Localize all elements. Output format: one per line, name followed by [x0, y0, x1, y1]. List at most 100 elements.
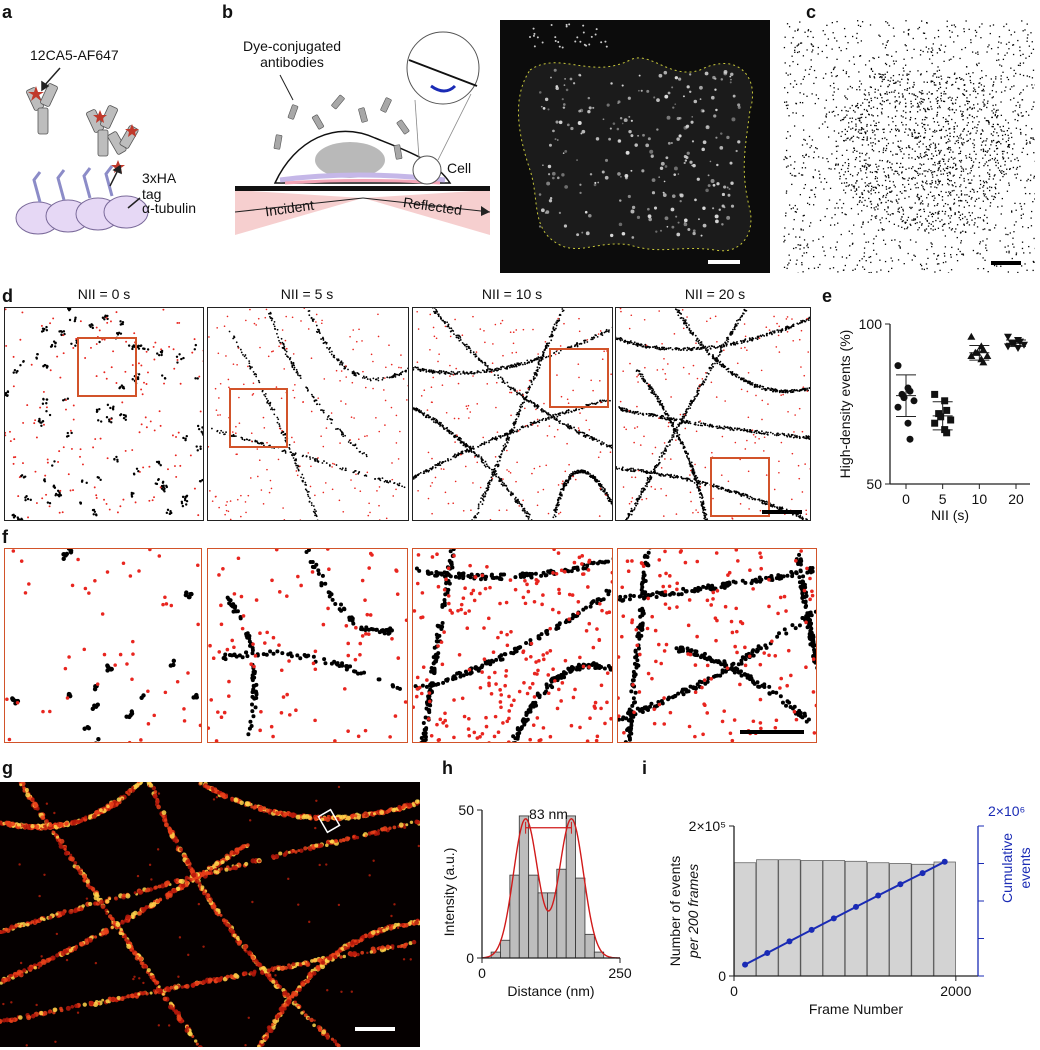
data-point [983, 352, 992, 359]
x-axis-label: NII (s) [931, 507, 969, 523]
events-bar [911, 863, 934, 977]
events-per-frame-chart: 0 2×10⁵ 2×10⁶ 0 2000 Frame Number Number of ev… [667, 803, 1033, 1017]
cumulative-point [764, 950, 771, 957]
super-resolution-image [0, 782, 420, 1047]
data-point [894, 403, 902, 411]
y-tick-label: 0 [466, 950, 474, 966]
panel-h-chart: 0 50 0 250 83 nm Distance (nm) Intensity (a.u.… [440, 790, 650, 1030]
filament-glow [0, 782, 420, 1047]
dye-antibodies-line-1: Dye-conjugated [243, 38, 342, 54]
histogram-bar [518, 815, 530, 959]
zoom-nii-0 [4, 548, 202, 743]
events-bar [867, 862, 890, 977]
panel-letter-g: g [2, 758, 13, 778]
scale-bar [355, 1027, 395, 1031]
y-tick-label: 50 [866, 476, 882, 492]
data-point [967, 352, 976, 359]
data-point [967, 332, 976, 340]
localization-points [208, 549, 407, 742]
nii-0-localizations [4, 307, 204, 521]
x-tick-label: 5 [939, 491, 947, 507]
x-axis-label: Distance (nm) [507, 983, 594, 999]
microtubule-reconstruction [0, 782, 420, 1047]
panel-letter-c: c [806, 2, 817, 22]
data-point [1020, 341, 1028, 349]
data-point [906, 387, 914, 395]
ha-tag-line-2: tag [142, 186, 162, 202]
density-points [783, 20, 1035, 273]
cumulative-point [875, 892, 882, 899]
data-point [1004, 333, 1012, 341]
nii-title-5: NII = 5 s [280, 286, 334, 302]
localization-points [413, 308, 612, 520]
panel-letter-a: a [2, 2, 13, 22]
zoom-nii-20-scatter [618, 549, 816, 742]
nii-title-20: NII = 20 s [684, 286, 746, 302]
x-tick-label: 2000 [940, 983, 971, 999]
scale-bar [991, 261, 1021, 265]
panel-b-schematic: Dye-conjugated antibodies Cell Incident … [234, 20, 495, 250]
x-tick-label: 0 [730, 983, 738, 999]
data-point [1010, 340, 1018, 348]
panel-letter-f: f [2, 527, 8, 547]
tubulin-label: α-tubulin [142, 200, 197, 216]
histogram-bar [537, 892, 548, 959]
zoom-nii-5-scatter [208, 549, 407, 742]
ha-tag-label: 3xHA tag [142, 170, 176, 202]
x-axis-label: Frame Number [809, 1001, 903, 1017]
cumulative-point [941, 858, 948, 865]
data-point [931, 419, 939, 427]
y2-tick-label: 2×10⁶ [988, 803, 1025, 819]
tirf-illustration [234, 31, 491, 235]
data-point [943, 429, 951, 437]
cumulative-point [830, 915, 837, 922]
cumulative-line [744, 860, 946, 966]
histogram-bar [584, 933, 595, 959]
events-bar [778, 859, 801, 977]
events-bar [733, 862, 757, 977]
x-tick-label: 20 [1008, 491, 1024, 507]
y-tick-label: 100 [859, 316, 883, 332]
cumulative-point [742, 961, 749, 968]
data-point [910, 397, 918, 405]
tirf-dots-layer [529, 23, 741, 239]
x-tick-label: 0 [478, 965, 486, 981]
panel-c-localization-map [783, 20, 1035, 273]
data-point [973, 348, 982, 356]
histogram-bar [500, 939, 511, 959]
zoom-region-box [229, 388, 288, 448]
data-point [1014, 345, 1022, 352]
x-tick-label: 0 [902, 491, 910, 507]
line-profile-histogram: 0 50 0 250 83 nm Distance (nm) Intensity (a.u.… [441, 802, 632, 999]
cumulative-point [853, 903, 859, 910]
panel-letter-i: i [642, 758, 648, 778]
zoom-nii-10 [412, 548, 613, 743]
nii-10-scatter [413, 308, 612, 520]
events-bar [800, 860, 823, 977]
high-density-events-plot: 50 100 0 5 10 20 NII (s) High-density events (%… [837, 316, 1030, 523]
panel-e-chart: 50 100 0 5 10 20 NII (s) High-density events (%… [820, 296, 1038, 528]
events-bar [844, 860, 868, 977]
localization-points [5, 549, 201, 742]
panel-i-chart: 0 2×10⁵ 2×10⁶ 0 2000 Frame Number Number of ev… [650, 782, 1038, 1042]
y-tick-label: 0 [718, 968, 726, 984]
data-point [1004, 343, 1012, 351]
data-point [937, 413, 945, 421]
dye-antibodies-label: Dye-conjugated antibodies [243, 38, 341, 70]
localization-density-map [783, 20, 1035, 273]
zoom-region-box [77, 337, 137, 397]
antibody-label: 12CA5-AF647 [30, 47, 119, 63]
data-point [941, 397, 949, 405]
histogram-bar [575, 877, 586, 959]
y-axis-label-line-1: Number of events [667, 856, 683, 967]
nii-20-localizations [615, 307, 811, 521]
cell-label: Cell [447, 160, 472, 176]
scale-bar [708, 260, 740, 264]
zoom-nii-5 [207, 548, 408, 743]
scale-bar [740, 730, 804, 734]
data-point [947, 416, 955, 424]
zoom-nii-10-scatter [413, 549, 612, 742]
peak-distance-label: 83 nm [529, 806, 568, 822]
cumulative-point [786, 938, 793, 945]
histogram-bar [565, 815, 576, 959]
